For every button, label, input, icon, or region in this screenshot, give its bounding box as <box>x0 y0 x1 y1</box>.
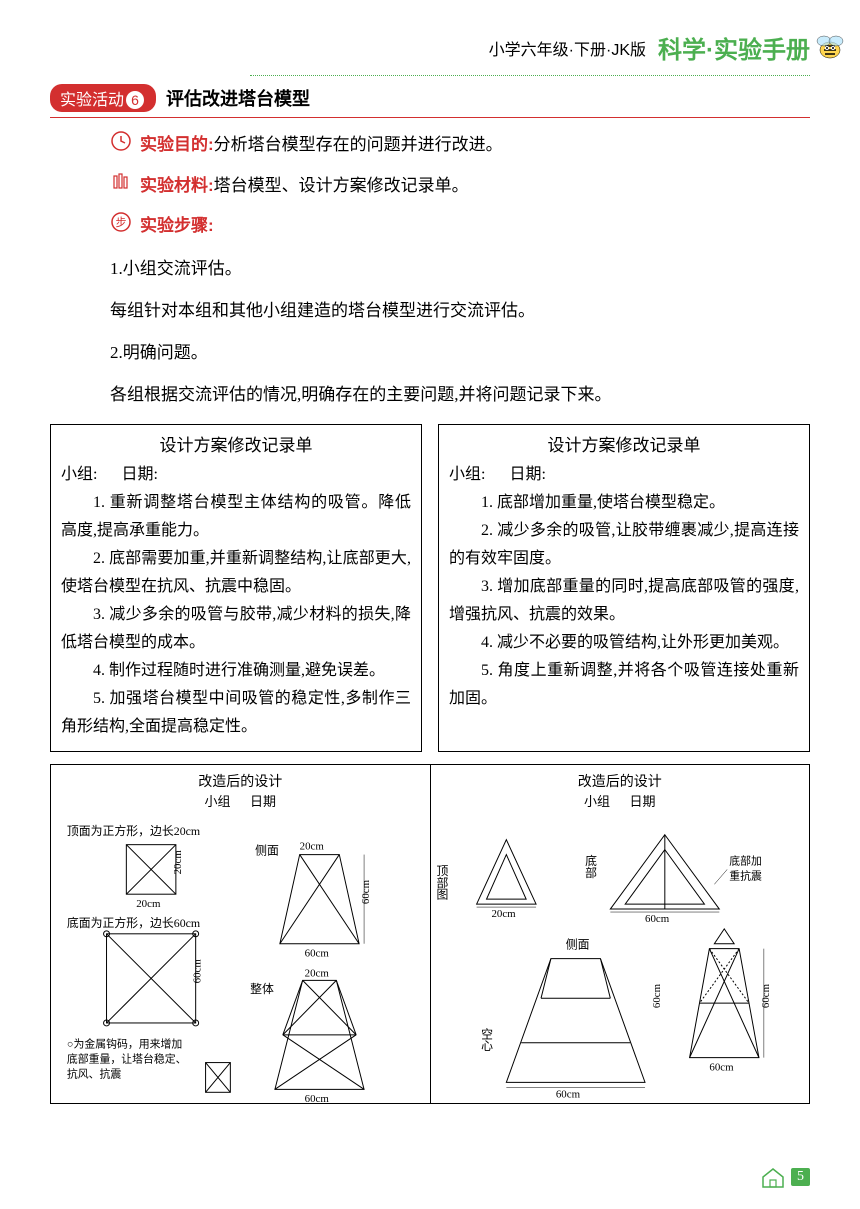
materials-row: 实验材料: 塔台模型、设计方案修改记录单。 <box>110 171 810 202</box>
list-item: 2. 底部需要加重,并重新调整结构,让底部更大,使塔台模型在抗风、抗震中稳固。 <box>61 545 411 601</box>
diag-right-title: 改造后的设计 <box>437 771 804 791</box>
svg-text:重抗震: 重抗震 <box>729 868 762 882</box>
record-right-title: 设计方案修改记录单 <box>449 431 799 461</box>
svg-text:顶部图: 顶部图 <box>437 864 449 900</box>
svg-text:抗风、抗震: 抗风、抗震 <box>67 1066 121 1080</box>
step-2-title: 2.明确问题。 <box>110 336 810 370</box>
svg-text:20cm: 20cm <box>172 849 184 874</box>
tower-diagram-right: 顶部图 20cm 底部 60cm 底部加 重抗震 侧面 空心 60cm <box>437 810 804 1107</box>
materials-label: 实验材料: <box>140 171 214 202</box>
activity-title: 评估改进塔台模型 <box>166 85 310 111</box>
left-date: 日期: <box>121 466 157 483</box>
diagram-left: 改造后的设计 小组 日期 顶面为正方形，边长20cm 20cm 20cm 底面为… <box>51 765 431 1103</box>
page-header: 小学六年级·下册·JK版 科学·实验手册 <box>50 30 810 65</box>
svg-text:60cm: 60cm <box>759 983 771 1008</box>
svg-text:空心: 空心 <box>479 1027 493 1051</box>
svg-text:整体: 整体 <box>250 982 274 996</box>
purpose-label: 实验目的: <box>140 130 214 161</box>
step-1-text: 每组针对本组和其他小组建造的塔台模型进行交流评估。 <box>110 294 810 328</box>
svg-text:60cm: 60cm <box>305 1093 330 1105</box>
steps-label: 实验步骤: <box>140 211 214 242</box>
tower-diagram-left: 顶面为正方形，边长20cm 20cm 20cm 底面为正方形，边长60cm 60… <box>57 810 424 1107</box>
svg-text:20cm: 20cm <box>136 898 161 910</box>
materials-text: 塔台模型、设计方案修改记录单。 <box>214 171 469 202</box>
purpose-text: 分析塔台模型存在的问题并进行改进。 <box>214 130 503 161</box>
svg-text:60cm: 60cm <box>192 958 204 983</box>
record-left-meta: 小组: 日期: <box>61 461 411 489</box>
right-group: 小组: <box>449 466 485 483</box>
list-item: 1. 底部增加重量,使塔台模型稳定。 <box>449 489 799 517</box>
purpose-row: 实验目的: 分析塔台模型存在的问题并进行改进。 <box>110 130 810 161</box>
diag-left-meta: 小组 日期 <box>57 791 424 810</box>
diag-right-meta: 小组 日期 <box>437 791 804 810</box>
svg-text:底面为正方形，边长60cm: 底面为正方形，边长60cm <box>67 915 201 929</box>
svg-text:60cm: 60cm <box>360 879 372 904</box>
records-row: 设计方案修改记录单 小组: 日期: 1. 重新调整塔台模型主体结构的吸管。降低高… <box>50 424 810 752</box>
svg-text:底部: 底部 <box>583 854 597 878</box>
page-number-area: 5 <box>759 1165 810 1189</box>
list-item: 5. 角度上重新调整,并将各个吸管连接处重新加固。 <box>449 657 799 713</box>
svg-text:底部重量，让塔台稳定、: 底部重量，让塔台稳定、 <box>67 1051 187 1065</box>
bee-icon <box>810 25 850 65</box>
badge-label: 实验活动 <box>60 92 124 109</box>
svg-text:60cm: 60cm <box>709 1061 734 1073</box>
activity-title-row: 实验活动6 评估改进塔台模型 <box>50 84 810 118</box>
tubes-icon <box>110 171 132 193</box>
step-2-text: 各组根据交流评估的情况,明确存在的主要问题,并将问题记录下来。 <box>110 378 810 412</box>
subject-title: 科学·实验手册 <box>658 30 810 65</box>
svg-text:60cm: 60cm <box>555 1088 580 1100</box>
svg-text:20cm: 20cm <box>491 908 516 920</box>
clock-icon <box>110 130 132 152</box>
page-number: 5 <box>791 1168 810 1186</box>
record-box-left: 设计方案修改记录单 小组: 日期: 1. 重新调整塔台模型主体结构的吸管。降低高… <box>50 424 422 752</box>
svg-text:20cm: 20cm <box>305 967 330 979</box>
svg-text:底部加: 底部加 <box>729 853 762 867</box>
right-date: 日期: <box>509 466 545 483</box>
diagram-right: 改造后的设计 小组 日期 顶部图 20cm 底部 60cm 底部加 重抗震 侧面 <box>431 765 810 1103</box>
left-group: 小组: <box>61 466 97 483</box>
svg-text:侧面: 侧面 <box>565 937 589 951</box>
list-item: 3. 增加底部重量的同时,提高底部吸管的强度,增强抗风、抗震的效果。 <box>449 573 799 629</box>
svg-text:20cm: 20cm <box>300 840 325 852</box>
list-item: 3. 减少多余的吸管与胶带,减少材料的损失,降低塔台模型的成本。 <box>61 601 411 657</box>
steps-label-row: 步 实验步骤: <box>110 211 810 242</box>
list-item: 2. 减少多余的吸管,让胶带缠裹减少,提高连接的有效牢固度。 <box>449 517 799 573</box>
svg-text:侧面: 侧面 <box>255 843 279 857</box>
diag-left-title: 改造后的设计 <box>57 771 424 791</box>
record-box-right: 设计方案修改记录单 小组: 日期: 1. 底部增加重量,使塔台模型稳定。 2. … <box>438 424 810 752</box>
svg-text:步: 步 <box>116 216 127 229</box>
house-icon <box>759 1165 787 1189</box>
svg-text:顶面为正方形，边长20cm: 顶面为正方形，边长20cm <box>67 823 201 837</box>
record-left-title: 设计方案修改记录单 <box>61 431 411 461</box>
svg-text:60cm: 60cm <box>305 947 330 959</box>
svg-text:60cm: 60cm <box>645 912 670 924</box>
record-right-meta: 小组: 日期: <box>449 461 799 489</box>
steps-icon: 步 <box>110 211 132 233</box>
list-item: 1. 重新调整塔台模型主体结构的吸管。降低高度,提高承重能力。 <box>61 489 411 545</box>
activity-badge: 实验活动6 <box>50 84 156 112</box>
svg-text:60cm: 60cm <box>650 983 662 1008</box>
list-item: 5. 加强塔台模型中间吸管的稳定性,多制作三角形结构,全面提高稳定性。 <box>61 685 411 741</box>
header-divider <box>250 75 810 76</box>
list-item: 4. 减少不必要的吸管结构,让外形更加美观。 <box>449 629 799 657</box>
list-item: 4. 制作过程随时进行准确测量,避免误差。 <box>61 657 411 685</box>
svg-text:○为金属钩码，用来增加: ○为金属钩码，用来增加 <box>67 1036 182 1050</box>
diagram-box: 改造后的设计 小组 日期 顶面为正方形，边长20cm 20cm 20cm 底面为… <box>50 764 810 1104</box>
badge-number: 6 <box>126 91 144 109</box>
step-1-title: 1.小组交流评估。 <box>110 252 810 286</box>
grade-info: 小学六年级·下册·JK版 <box>489 36 646 60</box>
